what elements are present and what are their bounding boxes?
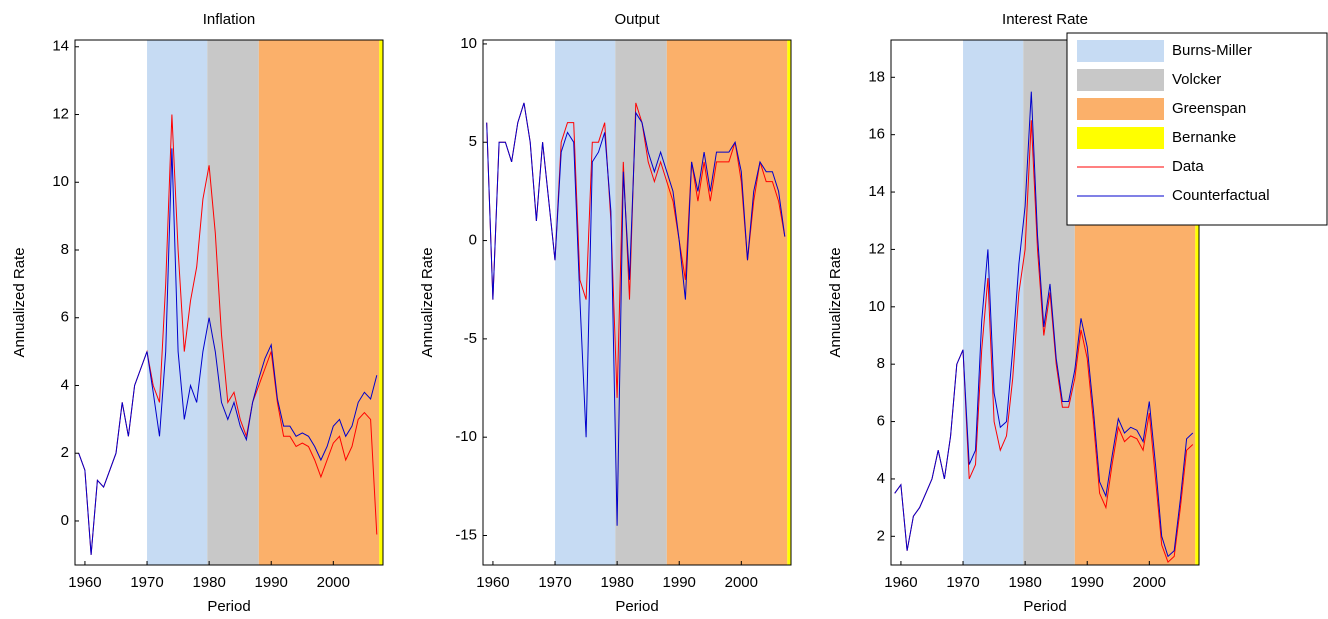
era-band: [555, 40, 616, 565]
chart-title: Interest Rate: [1002, 11, 1088, 28]
legend-label: Bernanke: [1172, 129, 1236, 146]
x-tick-label: 1990: [663, 574, 696, 591]
legend-swatch: [1077, 127, 1164, 149]
plot-area: [486, 40, 791, 565]
y-tick-label: -10: [455, 428, 477, 445]
legend-label: Volcker: [1172, 71, 1221, 88]
legend-swatch: [1077, 98, 1164, 120]
y-tick-label: 5: [469, 133, 477, 150]
y-tick-label: 12: [52, 105, 69, 122]
y-tick-label: -5: [464, 330, 477, 347]
legend-swatch: [1077, 40, 1164, 62]
series-line: [486, 102, 786, 526]
chart-title: Inflation: [203, 11, 256, 28]
y-tick-label: 8: [61, 241, 69, 258]
era-band: [615, 40, 667, 565]
x-axis-label: Period: [1023, 598, 1066, 615]
y-axis-label: Annualized Rate: [419, 247, 436, 357]
legend-swatch: [1077, 69, 1164, 91]
series-line: [78, 148, 378, 555]
x-tick-label: 1990: [1071, 574, 1104, 591]
x-axis-label: Period: [207, 598, 250, 615]
axes-box: [890, 39, 1200, 566]
legend-label: Burns-Miller: [1172, 42, 1252, 59]
era-band: [258, 40, 380, 565]
y-tick-label: 2: [61, 444, 69, 461]
x-tick-label: 2000: [317, 574, 350, 591]
y-tick-label: 6: [877, 413, 885, 430]
era-band: [1195, 40, 1199, 565]
legend-label: Data: [1172, 158, 1204, 175]
y-axis-label: Annualized Rate: [827, 247, 844, 357]
y-tick-label: 10: [460, 35, 477, 52]
legend-label: Greenspan: [1172, 100, 1246, 117]
y-tick-label: 0: [469, 232, 477, 249]
y-tick-label: 14: [868, 183, 885, 200]
plot-area: [78, 40, 383, 565]
x-tick-label: 2000: [725, 574, 758, 591]
axes-box: [482, 39, 792, 566]
x-axis-label: Period: [615, 598, 658, 615]
y-tick-label: 4: [877, 470, 885, 487]
y-tick-label: 4: [61, 376, 69, 393]
y-tick-label: 0: [61, 512, 69, 529]
x-tick-label: 1960: [884, 574, 917, 591]
y-tick-label: 10: [52, 173, 69, 190]
era-band: [147, 40, 208, 565]
y-tick-label: 18: [868, 68, 885, 85]
y-tick-label: 2: [877, 527, 885, 544]
x-tick-label: 1970: [130, 574, 163, 591]
era-band: [379, 40, 383, 565]
y-tick-label: 6: [61, 309, 69, 326]
x-tick-label: 1980: [192, 574, 225, 591]
era-band: [207, 40, 259, 565]
era-band: [787, 40, 791, 565]
y-tick-label: -15: [455, 526, 477, 543]
x-tick-label: 1980: [600, 574, 633, 591]
x-tick-label: 1970: [538, 574, 571, 591]
x-tick-label: 2000: [1133, 574, 1166, 591]
y-axis-label: Annualized Rate: [11, 247, 28, 357]
era-band: [963, 40, 1024, 565]
x-tick-label: 1960: [68, 574, 101, 591]
y-tick-label: 16: [868, 126, 885, 143]
series-line: [894, 91, 1194, 558]
x-tick-label: 1980: [1008, 574, 1041, 591]
legend-label: Counterfactual: [1172, 187, 1270, 204]
y-tick-label: 14: [52, 38, 69, 55]
era-band: [666, 40, 788, 565]
y-tick-label: 10: [868, 298, 885, 315]
x-tick-label: 1970: [946, 574, 979, 591]
y-tick-label: 12: [868, 240, 885, 257]
y-tick-label: 8: [877, 355, 885, 372]
axes-box: [74, 39, 384, 566]
chart-title: Output: [614, 11, 660, 28]
x-tick-label: 1960: [476, 574, 509, 591]
x-tick-label: 1990: [255, 574, 288, 591]
